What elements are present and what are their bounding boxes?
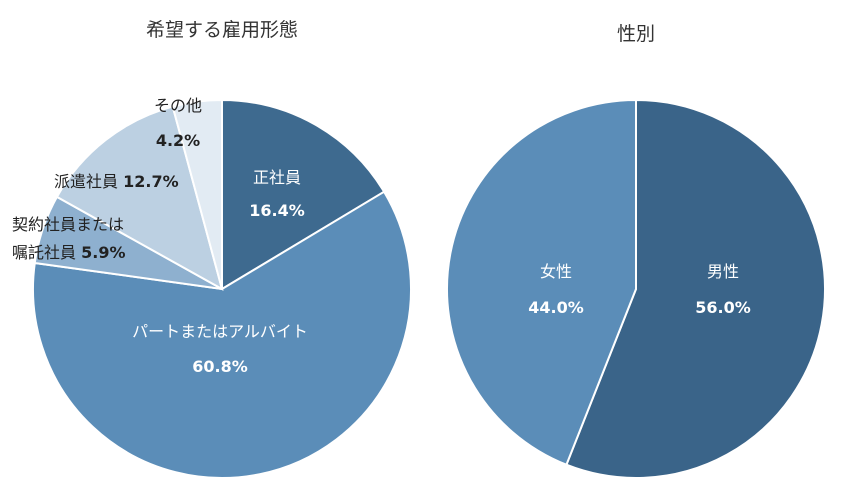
slice-value-female: 44.0% — [528, 298, 584, 317]
slice-value-haken: 12.7% — [123, 172, 179, 191]
slice-label-female: 女性 — [540, 262, 572, 281]
slice-label-keiyaku: 契約社員または — [12, 215, 124, 234]
slice-value-male: 56.0% — [695, 298, 751, 317]
slice-label-haken: 派遣社員 12.7% — [54, 172, 179, 191]
slice-label-keiyaku-line2: 嘱託社員 5.9% — [12, 243, 125, 262]
gender-slice-1 — [445, 98, 637, 467]
slice-label-seishain: 正社員 — [253, 168, 301, 187]
slice-label-part: パートまたはアルバイト — [132, 322, 308, 341]
slice-value-keiyaku: 5.9% — [81, 243, 125, 262]
slice-value-seishain: 16.4% — [249, 201, 305, 220]
chart2-title: 性別 — [617, 23, 655, 45]
employment-pie — [32, 98, 412, 479]
gender-pie — [445, 98, 826, 479]
slice-value-part: 60.8% — [192, 357, 248, 376]
slice-value-sonota: 4.2% — [156, 131, 200, 150]
slice-label-sonota: その他 — [154, 96, 202, 115]
chart1-title: 希望する雇用形態 — [146, 19, 298, 41]
employment-slice-4 — [171, 98, 223, 290]
employment-slice-3 — [55, 105, 224, 292]
slice-label-male: 男性 — [707, 262, 739, 281]
gender-slice-0 — [565, 98, 826, 479]
employment-slice-1 — [32, 190, 412, 479]
employment-slice-0 — [221, 98, 386, 291]
